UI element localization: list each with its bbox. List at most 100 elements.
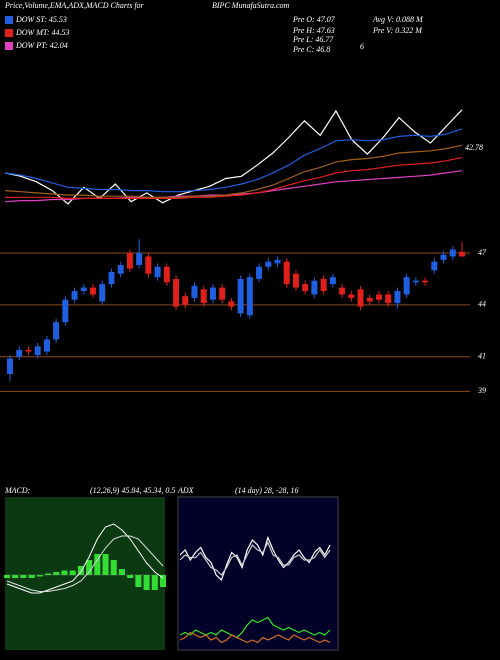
candle-body bbox=[320, 278, 327, 292]
candle-body bbox=[246, 277, 253, 316]
candle-body bbox=[412, 280, 419, 283]
series-line bbox=[5, 156, 463, 199]
candle-body bbox=[348, 294, 355, 298]
candle-body bbox=[80, 287, 87, 292]
candle-body bbox=[302, 284, 309, 292]
y-tick-label: 39 bbox=[477, 386, 486, 395]
title: Price,Volume,EMA,ADX,MACD Charts for bbox=[4, 1, 145, 10]
candle-body bbox=[403, 277, 410, 295]
candle-body bbox=[385, 294, 392, 304]
panel-title: ADX bbox=[177, 486, 195, 495]
candle-body bbox=[274, 259, 281, 264]
candle-body bbox=[163, 266, 170, 283]
macd-panel bbox=[5, 497, 165, 650]
candle-body bbox=[173, 278, 180, 307]
series-line bbox=[179, 535, 331, 582]
histogram-bar bbox=[135, 575, 142, 587]
histogram-bar bbox=[4, 575, 10, 578]
stat: Pre L: 46.77 bbox=[292, 35, 334, 44]
legend-label: DOW PT: 42.04 bbox=[15, 41, 68, 50]
candle-body bbox=[228, 301, 235, 307]
candle-body bbox=[209, 287, 216, 300]
candle-body bbox=[329, 277, 336, 285]
histogram-bar bbox=[77, 566, 84, 575]
candle-body bbox=[256, 266, 263, 279]
candle-body bbox=[25, 349, 32, 352]
histogram-bar bbox=[160, 575, 166, 587]
candle-body bbox=[440, 254, 447, 260]
candle-body bbox=[191, 285, 198, 298]
series-line bbox=[179, 616, 331, 639]
subtitle: BIPC MunafaSutra.com bbox=[212, 1, 290, 10]
candle-body bbox=[136, 252, 143, 266]
histogram-bar bbox=[151, 575, 158, 590]
candle-body bbox=[459, 251, 465, 257]
histogram-bar bbox=[36, 575, 43, 577]
histogram-bar bbox=[12, 575, 19, 578]
stat: Pre H: 47.63 bbox=[292, 26, 335, 35]
candle-body bbox=[219, 287, 226, 300]
histogram-bar bbox=[94, 554, 101, 575]
candle-body bbox=[145, 256, 152, 274]
panel-title: MACD: bbox=[4, 486, 31, 495]
stat: Pre O: 47.07 bbox=[292, 15, 336, 24]
histogram-bar bbox=[69, 570, 76, 575]
legend-swatch bbox=[5, 29, 13, 37]
candle-body bbox=[182, 296, 189, 305]
histogram-bar bbox=[118, 569, 125, 575]
stat: Pre C: 46.8 bbox=[292, 45, 330, 54]
candle-body bbox=[71, 291, 78, 300]
candle-body bbox=[34, 346, 41, 356]
candle-body bbox=[431, 261, 438, 271]
legend-swatch bbox=[5, 16, 13, 24]
candle-body bbox=[237, 278, 244, 314]
candle-body bbox=[292, 273, 299, 288]
histogram-bar bbox=[86, 560, 93, 575]
histogram-bar bbox=[102, 554, 109, 575]
candle-body bbox=[200, 289, 207, 304]
series-line bbox=[6, 523, 164, 594]
candle-body bbox=[43, 339, 50, 352]
legend-label: DOW MT: 44.53 bbox=[15, 28, 70, 37]
y-tick-label: 41 bbox=[478, 352, 486, 361]
histogram-bar bbox=[127, 575, 134, 578]
stat: Pre V: 0.322 M bbox=[372, 26, 423, 35]
histogram-bar bbox=[20, 575, 27, 578]
y-tick-label: 44 bbox=[478, 300, 486, 309]
candle-body bbox=[53, 322, 60, 340]
series-line bbox=[6, 535, 164, 592]
candle-body bbox=[117, 265, 124, 274]
histogram-bar bbox=[53, 572, 60, 575]
candle-body bbox=[99, 284, 106, 302]
candle-body bbox=[311, 280, 318, 295]
last-value-label: 42.78 bbox=[465, 143, 483, 152]
legend-label: DOW ST: 45.53 bbox=[15, 15, 67, 24]
stat: Avg V: 0.088 M bbox=[372, 15, 424, 24]
panel-subtitle: (12,26,9) 45.84, 45.34, 0.5 bbox=[90, 486, 175, 495]
histogram-bar bbox=[110, 560, 117, 575]
candle-body bbox=[357, 289, 364, 307]
histogram-bar bbox=[45, 573, 52, 575]
adx-panel bbox=[177, 496, 339, 651]
candle-body bbox=[449, 249, 456, 257]
histogram-bar bbox=[61, 570, 68, 575]
series-line bbox=[179, 541, 331, 576]
candle-body bbox=[366, 297, 373, 302]
candle-body bbox=[154, 266, 161, 278]
series-line bbox=[4, 109, 463, 205]
candle-body bbox=[339, 287, 346, 295]
candle-body bbox=[283, 261, 290, 285]
series-line bbox=[4, 144, 463, 198]
histogram-bar bbox=[143, 575, 150, 590]
candle-body bbox=[422, 280, 429, 283]
candle-body bbox=[394, 291, 401, 304]
y-tick-label: 47 bbox=[478, 248, 487, 257]
candle-body bbox=[62, 299, 69, 323]
candle-body bbox=[90, 287, 97, 295]
candle-body bbox=[375, 294, 382, 300]
candle-body bbox=[16, 349, 23, 357]
candle-body bbox=[126, 252, 133, 269]
stat: 6 bbox=[360, 42, 364, 51]
candle-body bbox=[265, 261, 272, 267]
